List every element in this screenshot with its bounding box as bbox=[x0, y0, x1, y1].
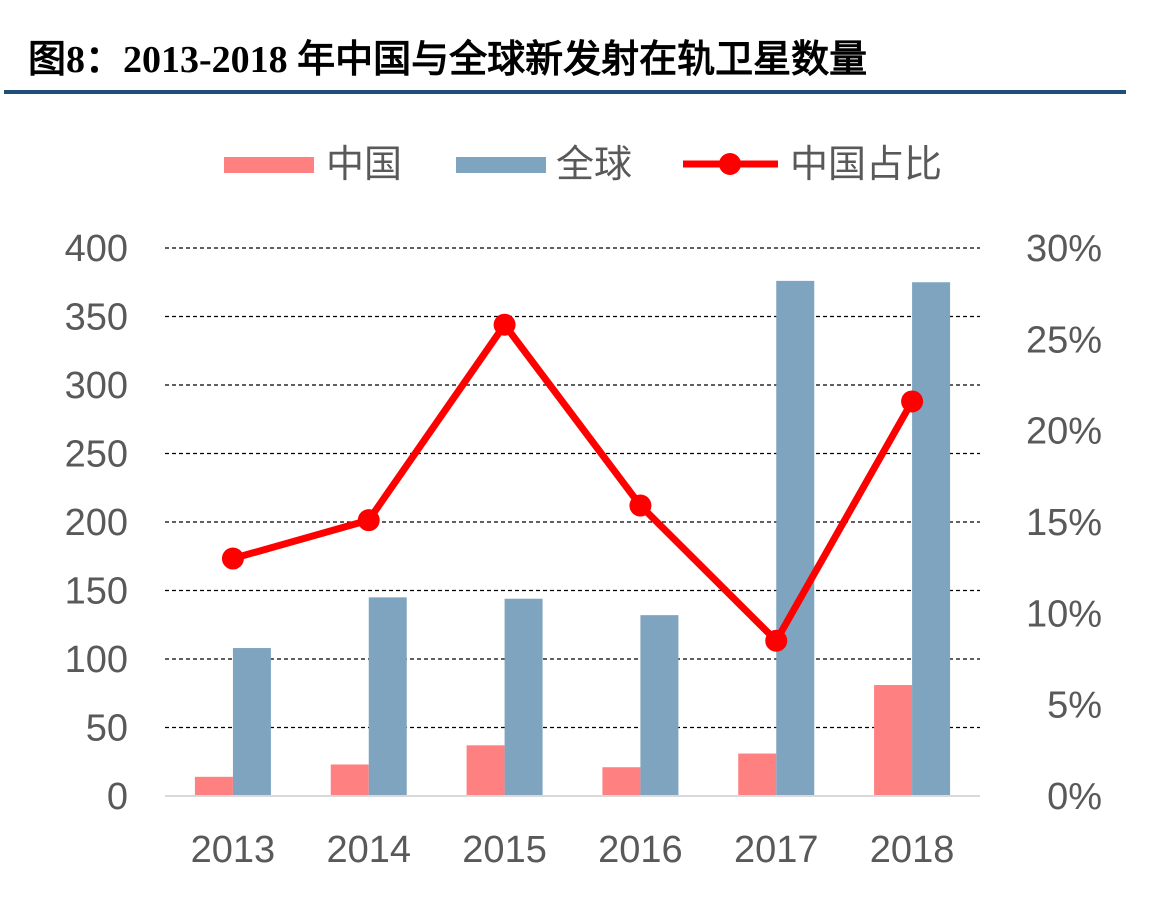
right-tick-label: 25% bbox=[1026, 319, 1102, 361]
left-tick-label: 400 bbox=[65, 228, 128, 270]
x-tick-label: 2013 bbox=[191, 829, 276, 871]
bar-china bbox=[602, 767, 641, 796]
bar-global bbox=[368, 597, 407, 796]
bar-china bbox=[874, 685, 913, 796]
x-tick-label: 2015 bbox=[462, 829, 547, 871]
share-point bbox=[357, 509, 380, 532]
right-tick-label: 30% bbox=[1026, 228, 1102, 270]
left-tick-label: 100 bbox=[65, 639, 128, 681]
bars bbox=[194, 280, 951, 796]
legend-swatch-global bbox=[456, 157, 546, 173]
left-tick-label: 300 bbox=[65, 365, 128, 407]
x-axis-ticks: 2013 2014 2015 2016 2017 2018 bbox=[191, 829, 955, 871]
legend-label-china: 中国 bbox=[326, 144, 402, 186]
x-tick-label: 2018 bbox=[870, 829, 955, 871]
right-axis-ticks: 0% 5% 10% 15% 20% 25% 30% bbox=[1026, 228, 1102, 818]
legend-swatch-china bbox=[224, 157, 314, 173]
left-tick-label: 150 bbox=[65, 571, 128, 613]
x-tick-label: 2014 bbox=[326, 829, 411, 871]
left-tick-label: 250 bbox=[65, 434, 128, 476]
bar-china bbox=[738, 753, 777, 796]
right-tick-label: 20% bbox=[1026, 411, 1102, 453]
share-line bbox=[231, 321, 916, 645]
left-tick-label: 200 bbox=[65, 502, 128, 544]
right-tick-label: 15% bbox=[1026, 502, 1102, 544]
bar-china bbox=[194, 776, 233, 796]
bar-global bbox=[232, 648, 271, 796]
right-tick-label: 5% bbox=[1047, 685, 1102, 727]
bar-global bbox=[640, 615, 679, 796]
left-tick-label: 0 bbox=[107, 776, 128, 818]
legend-label-share: 中国占比 bbox=[790, 144, 942, 186]
share-line-group bbox=[221, 313, 924, 652]
x-tick-label: 2017 bbox=[734, 829, 819, 871]
left-tick-label: 350 bbox=[65, 297, 128, 339]
legend-marker-share bbox=[719, 153, 741, 175]
figure-title: 图8：2013-2018 年中国与全球新发射在轨卫星数量 bbox=[28, 39, 868, 81]
share-point bbox=[765, 629, 788, 652]
share-point bbox=[901, 390, 924, 413]
right-tick-label: 0% bbox=[1047, 776, 1102, 818]
title-rule bbox=[4, 90, 1126, 94]
share-point bbox=[221, 547, 244, 570]
bar-global bbox=[504, 598, 543, 796]
gridlines bbox=[165, 247, 980, 729]
left-tick-label: 50 bbox=[86, 708, 128, 750]
legend: 中国 全球 中国占比 bbox=[224, 144, 942, 186]
legend-label-global: 全球 bbox=[556, 144, 632, 186]
bar-china bbox=[330, 764, 369, 796]
x-tick-label: 2016 bbox=[598, 829, 683, 871]
share-point bbox=[629, 494, 652, 517]
left-axis-ticks: 0 50 100 150 200 250 300 350 400 bbox=[65, 228, 128, 818]
bar-china bbox=[466, 745, 505, 796]
share-point bbox=[493, 313, 516, 336]
right-tick-label: 10% bbox=[1026, 593, 1102, 635]
bar-global bbox=[912, 282, 951, 796]
bar-global bbox=[776, 280, 815, 796]
